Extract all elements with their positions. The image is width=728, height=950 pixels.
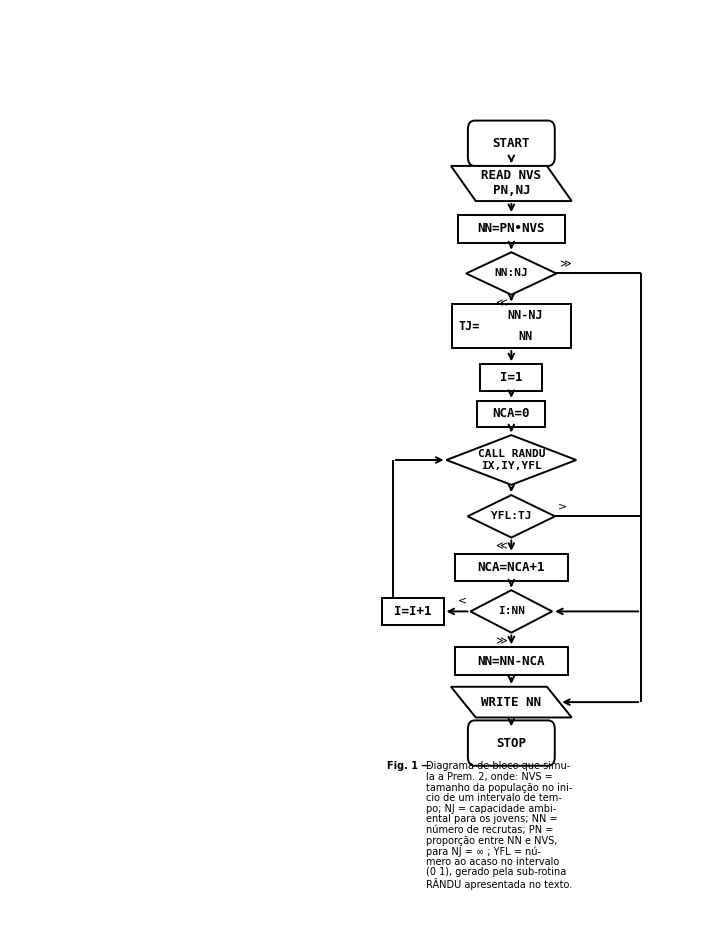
Polygon shape (446, 435, 577, 484)
Bar (452, 304, 571, 348)
Text: ≪: ≪ (495, 298, 507, 309)
Text: START: START (493, 137, 530, 150)
Polygon shape (466, 253, 556, 294)
Polygon shape (470, 590, 553, 633)
Text: I=1: I=1 (500, 370, 523, 384)
Text: Diagrama de bloco que simu-: Diagrama de bloco que simu- (426, 761, 570, 771)
Text: READ NVS
PN,NJ: READ NVS PN,NJ (481, 169, 542, 198)
Text: NCA=NCA+1: NCA=NCA+1 (478, 561, 545, 574)
Bar (455, 647, 568, 675)
Text: tamanho da população no ini-: tamanho da população no ini- (426, 783, 572, 792)
Text: >: > (558, 502, 567, 512)
Text: RÂNDU apresentada no texto.: RÂNDU apresentada no texto. (426, 878, 571, 890)
Text: ≪: ≪ (495, 542, 507, 551)
Text: I=I+1: I=I+1 (394, 605, 432, 618)
Text: WRITE NN: WRITE NN (481, 695, 542, 709)
Polygon shape (451, 687, 571, 717)
Text: YFL:TJ: YFL:TJ (491, 511, 531, 522)
Polygon shape (467, 495, 555, 538)
Text: (0 1), gerado pela sub-rotina: (0 1), gerado pela sub-rotina (426, 867, 566, 878)
Text: NN=PN•NVS: NN=PN•NVS (478, 222, 545, 236)
Text: NN-NJ: NN-NJ (507, 310, 543, 322)
Text: po; NJ = capacidade ambi-: po; NJ = capacidade ambi- (426, 804, 555, 814)
Text: Fig. 1 —: Fig. 1 — (387, 761, 431, 771)
Polygon shape (451, 166, 571, 201)
FancyBboxPatch shape (468, 720, 555, 766)
Text: NN=NN-NCA: NN=NN-NCA (478, 655, 545, 668)
Text: proporção entre NN e NVS,: proporção entre NN e NVS, (426, 836, 557, 846)
Bar (458, 215, 565, 243)
Text: mero ao acaso no intervalo: mero ao acaso no intervalo (426, 857, 559, 866)
Text: CALL RANDU
IX,IY,YFL: CALL RANDU IX,IY,YFL (478, 449, 545, 471)
Bar (381, 598, 443, 624)
Text: NN:NJ: NN:NJ (494, 269, 529, 278)
FancyBboxPatch shape (468, 121, 555, 166)
Text: la a Prem. 2, onde: NVS =: la a Prem. 2, onde: NVS = (426, 772, 553, 782)
Text: NCA=0: NCA=0 (493, 408, 530, 421)
Text: ental para os jovens; NN =: ental para os jovens; NN = (426, 814, 557, 825)
Bar (478, 401, 545, 428)
Text: STOP: STOP (496, 736, 526, 750)
Bar (455, 554, 568, 581)
Text: NN: NN (518, 330, 533, 343)
Text: <: < (459, 596, 467, 605)
Text: número de recrutas; PN =: número de recrutas; PN = (426, 825, 553, 835)
Bar (480, 364, 542, 390)
Text: ≫: ≫ (559, 259, 571, 269)
Text: I:NN: I:NN (498, 606, 525, 617)
Text: para NJ = ∞ ; YFL = nú-: para NJ = ∞ ; YFL = nú- (426, 846, 541, 857)
Text: ≫: ≫ (495, 636, 507, 646)
Text: cio de um intervalo de tem-: cio de um intervalo de tem- (426, 793, 561, 803)
Text: TJ=: TJ= (459, 319, 480, 332)
